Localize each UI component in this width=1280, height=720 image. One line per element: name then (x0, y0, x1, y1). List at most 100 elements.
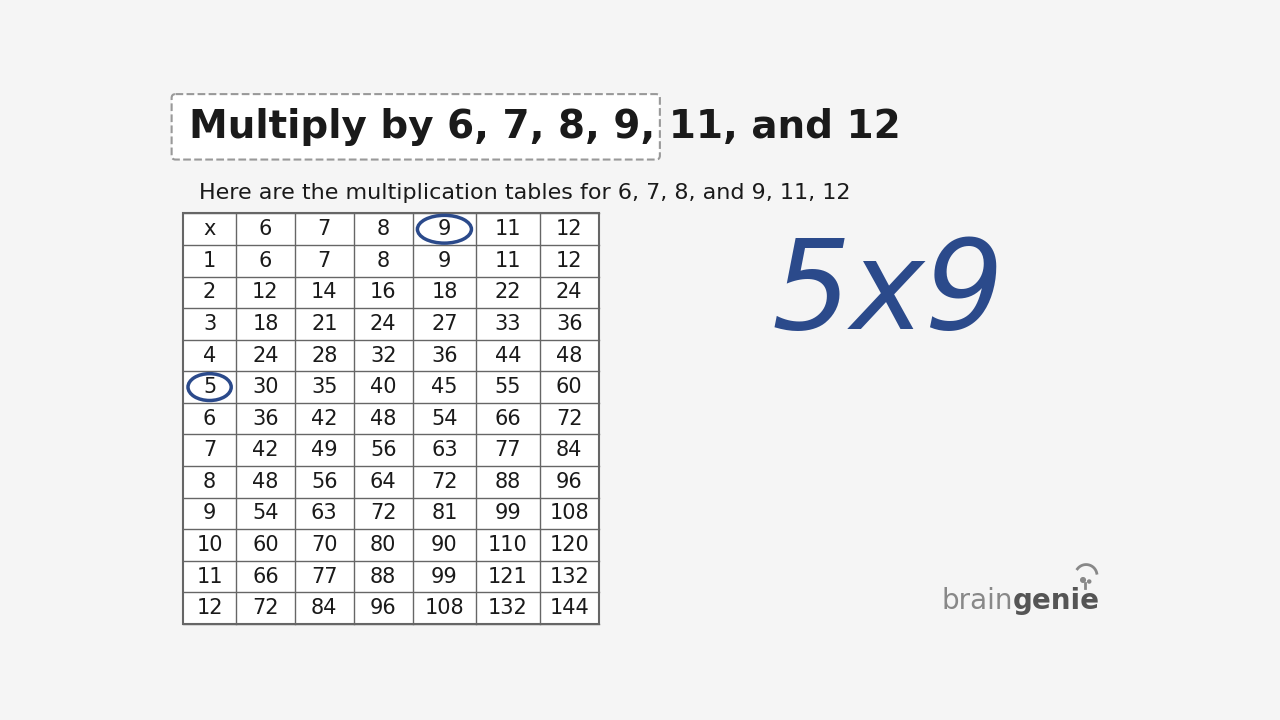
Text: 54: 54 (431, 409, 458, 428)
Circle shape (1080, 577, 1085, 582)
Text: 36: 36 (556, 314, 582, 334)
Text: 72: 72 (370, 503, 397, 523)
Text: 144: 144 (549, 598, 589, 618)
Text: 5: 5 (204, 377, 216, 397)
Text: genie: genie (1012, 587, 1100, 615)
Text: 80: 80 (370, 535, 397, 555)
Text: 55: 55 (495, 377, 521, 397)
Text: 108: 108 (549, 503, 589, 523)
Text: 24: 24 (556, 282, 582, 302)
Text: 7: 7 (317, 251, 332, 271)
Text: 32: 32 (370, 346, 397, 366)
Text: 6: 6 (204, 409, 216, 428)
Text: 48: 48 (370, 409, 397, 428)
Text: 11: 11 (196, 567, 223, 587)
Text: 56: 56 (311, 472, 338, 492)
Text: 132: 132 (549, 567, 589, 587)
Text: 3: 3 (204, 314, 216, 334)
Text: 42: 42 (311, 409, 338, 428)
Text: 6: 6 (259, 219, 273, 239)
Text: 2: 2 (204, 282, 216, 302)
Text: 96: 96 (556, 472, 582, 492)
Ellipse shape (188, 374, 232, 400)
Text: 72: 72 (556, 409, 582, 428)
Text: 72: 72 (252, 598, 279, 618)
FancyBboxPatch shape (172, 94, 660, 160)
Text: 1: 1 (204, 251, 216, 271)
Bar (183, 213, 599, 624)
Text: 12: 12 (556, 251, 582, 271)
Text: 9: 9 (438, 251, 451, 271)
Text: 56: 56 (370, 440, 397, 460)
Text: 8: 8 (376, 219, 390, 239)
Circle shape (1088, 580, 1091, 583)
Text: 44: 44 (495, 346, 521, 366)
Text: 81: 81 (431, 503, 458, 523)
Text: 77: 77 (311, 567, 338, 587)
Text: 22: 22 (495, 282, 521, 302)
Text: 42: 42 (252, 440, 279, 460)
Text: 48: 48 (252, 472, 279, 492)
Text: 99: 99 (494, 503, 521, 523)
Text: 121: 121 (488, 567, 527, 587)
Text: 54: 54 (252, 503, 279, 523)
Text: 30: 30 (252, 377, 279, 397)
Text: 33: 33 (495, 314, 521, 334)
Text: 7: 7 (204, 440, 216, 460)
Text: 4: 4 (204, 346, 216, 366)
Text: 35: 35 (311, 377, 338, 397)
Text: 49: 49 (311, 440, 338, 460)
Text: 9: 9 (438, 219, 451, 239)
Ellipse shape (417, 215, 471, 243)
Text: 60: 60 (252, 535, 279, 555)
Text: 11: 11 (495, 219, 521, 239)
Text: 27: 27 (431, 314, 458, 334)
Text: 72: 72 (431, 472, 458, 492)
Text: 40: 40 (370, 377, 397, 397)
Text: 18: 18 (431, 282, 458, 302)
Text: Multiply by 6, 7, 8, 9, 11, and 12: Multiply by 6, 7, 8, 9, 11, and 12 (189, 108, 901, 146)
Text: 8: 8 (376, 251, 390, 271)
Text: 12: 12 (196, 598, 223, 618)
Text: 88: 88 (370, 567, 397, 587)
Text: 99: 99 (431, 567, 458, 587)
Text: brain: brain (941, 587, 1012, 615)
Text: 63: 63 (431, 440, 458, 460)
Text: 21: 21 (311, 314, 338, 334)
Text: 14: 14 (311, 282, 338, 302)
Text: 12: 12 (556, 219, 582, 239)
Text: 24: 24 (252, 346, 279, 366)
Text: 36: 36 (252, 409, 279, 428)
Text: 132: 132 (488, 598, 527, 618)
Text: 120: 120 (549, 535, 589, 555)
Text: 9: 9 (438, 219, 451, 239)
Text: 45: 45 (431, 377, 458, 397)
Text: 6: 6 (259, 251, 273, 271)
Text: 5x9: 5x9 (772, 234, 1005, 355)
Text: 66: 66 (252, 567, 279, 587)
Text: x: x (204, 219, 216, 239)
Text: 77: 77 (495, 440, 521, 460)
Text: 5: 5 (204, 377, 216, 397)
Text: 36: 36 (431, 346, 458, 366)
Text: 28: 28 (311, 346, 338, 366)
Text: 12: 12 (252, 282, 279, 302)
Text: 108: 108 (425, 598, 465, 618)
Text: 110: 110 (488, 535, 527, 555)
Text: 10: 10 (196, 535, 223, 555)
Text: 96: 96 (370, 598, 397, 618)
Text: 64: 64 (370, 472, 397, 492)
Text: 11: 11 (495, 251, 521, 271)
Text: 63: 63 (311, 503, 338, 523)
Text: Here are the multiplication tables for 6, 7, 8, and 9, 11, 12: Here are the multiplication tables for 6… (198, 183, 850, 202)
Text: 84: 84 (556, 440, 582, 460)
Text: 70: 70 (311, 535, 338, 555)
Text: 7: 7 (317, 219, 332, 239)
Text: 24: 24 (370, 314, 397, 334)
Text: 66: 66 (494, 409, 521, 428)
Text: 18: 18 (252, 314, 279, 334)
Text: 60: 60 (556, 377, 582, 397)
Text: 16: 16 (370, 282, 397, 302)
Text: 8: 8 (204, 472, 216, 492)
Text: 48: 48 (556, 346, 582, 366)
